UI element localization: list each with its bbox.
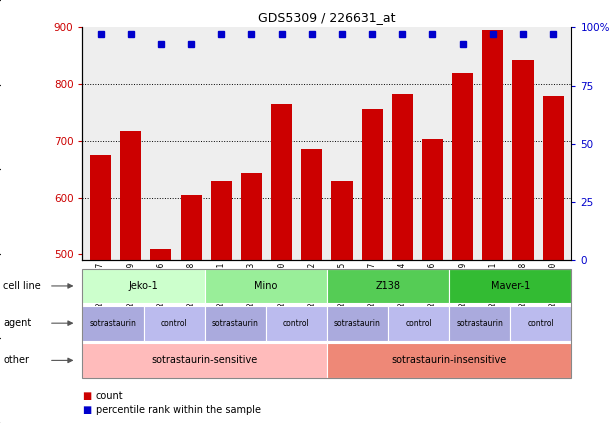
Bar: [543, 96, 564, 423]
Bar: [422, 139, 443, 423]
Text: sotrastaurin-sensitive: sotrastaurin-sensitive: [152, 355, 258, 365]
Text: sotrastaurin: sotrastaurin: [334, 319, 381, 328]
Bar: [482, 30, 503, 423]
Text: cell line: cell line: [3, 281, 41, 291]
Bar: [241, 173, 262, 423]
Bar: [150, 249, 172, 423]
Bar: [90, 155, 111, 423]
Bar: [120, 131, 141, 423]
Bar: [392, 94, 413, 423]
Text: ■: ■: [82, 405, 92, 415]
Text: sotrastaurin-insensitive: sotrastaurin-insensitive: [392, 355, 507, 365]
Text: Z138: Z138: [376, 281, 400, 291]
Text: control: control: [405, 319, 432, 328]
Text: percentile rank within the sample: percentile rank within the sample: [96, 405, 261, 415]
Bar: [331, 181, 353, 423]
Text: ■: ■: [82, 390, 92, 401]
Text: count: count: [96, 390, 123, 401]
Bar: [271, 104, 292, 423]
Text: control: control: [527, 319, 554, 328]
Bar: [301, 149, 323, 423]
Text: control: control: [283, 319, 310, 328]
Text: control: control: [161, 319, 188, 328]
Text: GDS5309 / 226631_at: GDS5309 / 226631_at: [258, 11, 396, 24]
Text: Jeko-1: Jeko-1: [129, 281, 158, 291]
Text: sotrastaurin: sotrastaurin: [456, 319, 503, 328]
Text: sotrastaurin: sotrastaurin: [90, 319, 136, 328]
Text: Mino: Mino: [254, 281, 277, 291]
Bar: [362, 109, 382, 423]
Text: Maver-1: Maver-1: [491, 281, 530, 291]
Bar: [211, 181, 232, 423]
Text: agent: agent: [3, 318, 31, 328]
Bar: [452, 73, 474, 423]
Bar: [180, 195, 202, 423]
Text: other: other: [3, 355, 29, 365]
Text: sotrastaurin: sotrastaurin: [212, 319, 258, 328]
Bar: [513, 60, 533, 423]
